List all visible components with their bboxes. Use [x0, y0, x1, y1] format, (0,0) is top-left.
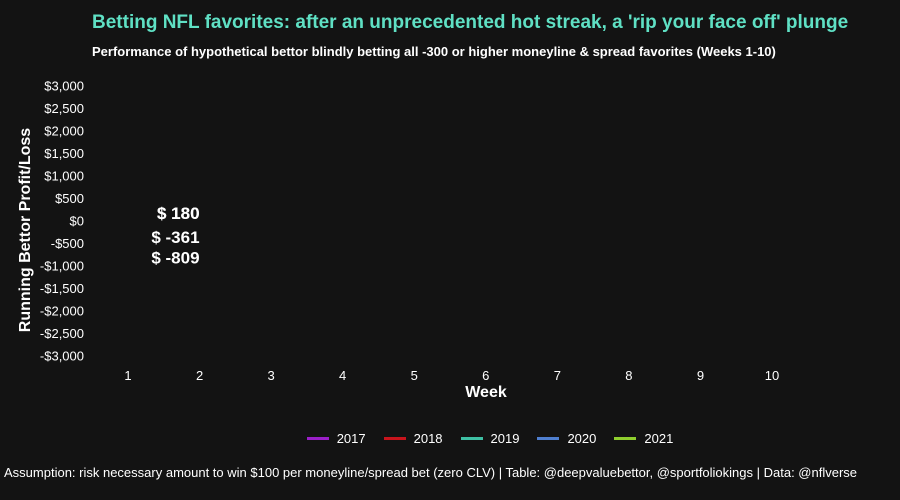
data-label: $ 180	[157, 204, 200, 223]
x-tick-label: 2	[196, 368, 203, 383]
legend-swatch	[537, 437, 560, 440]
y-tick-label: $2,000	[44, 124, 84, 139]
x-tick-label: 4	[339, 368, 346, 383]
legend-item: 2020	[537, 431, 596, 446]
chart-subtitle: Performance of hypothetical bettor blind…	[92, 44, 776, 59]
y-tick-label: -$3,000	[40, 349, 84, 364]
x-tick-label: 9	[697, 368, 704, 383]
caption: Assumption: risk necessary amount to win…	[4, 465, 858, 480]
y-tick-label: -$1,500	[40, 281, 84, 296]
y-tick-label: $0	[70, 214, 84, 229]
legend-swatch	[460, 437, 483, 440]
y-tick-label: -$500	[51, 236, 84, 251]
legend-label: 2019	[490, 431, 520, 446]
y-tick-label: -$2,500	[40, 326, 84, 341]
x-tick-label: 10	[765, 368, 779, 383]
legend-label: 2020	[567, 431, 597, 446]
legend-item: 2017	[306, 431, 366, 446]
legend-item: 2021	[614, 431, 673, 446]
legend-item: 2018	[383, 431, 443, 446]
y-tick-label: $1,000	[44, 169, 84, 184]
legend-label: 2018	[413, 431, 443, 446]
x-tick-label: 7	[554, 368, 561, 383]
x-tick-label: 6	[482, 368, 489, 383]
legend-swatch	[383, 437, 406, 440]
legend-label: 2017	[336, 431, 366, 446]
legend-item: 2019	[460, 431, 520, 446]
y-tick-label: -$1,000	[40, 259, 84, 274]
y-tick-label: -$2,000	[40, 304, 84, 319]
y-tick-label: $500	[55, 191, 84, 206]
x-axis-label: Week	[465, 384, 507, 401]
data-label: $ -361	[151, 228, 199, 247]
y-tick-label: $1,500	[44, 146, 84, 161]
legend-swatch	[614, 437, 637, 440]
y-tick-label: $3,000	[44, 79, 84, 94]
x-tick-label: 3	[267, 368, 274, 383]
x-tick-label: 1	[124, 368, 131, 383]
data-label: $ -809	[151, 248, 199, 267]
legend: 2017 2018 2019 2020 2021	[0, 431, 900, 446]
plot-area: $3,000 $2,500 $2,000 $1,500 $1,000 $500 $0 -$50…	[40, 79, 779, 384]
legend-label: 2021	[644, 431, 674, 446]
y-tick-label: $2,500	[44, 101, 84, 116]
legend-swatch	[306, 437, 329, 440]
data-label: $ 180	[157, 204, 200, 223]
chart-title: Betting NFL favorites: after an unpreced…	[92, 12, 849, 33]
x-tick-label: 5	[411, 368, 418, 383]
x-tick-label: 8	[625, 368, 632, 383]
